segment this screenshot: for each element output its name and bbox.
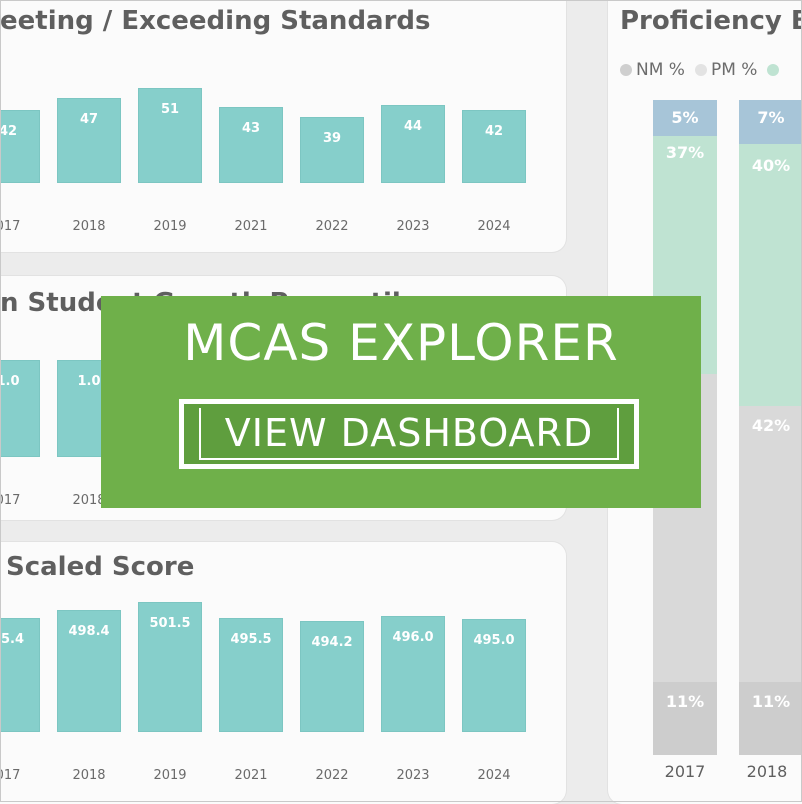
mcas-explorer-banner[interactable]: MCAS EXPLORER VIEW DASHBOARD	[101, 296, 701, 508]
bar-value-label: 501.5	[149, 616, 191, 632]
legend-item-m	[767, 64, 780, 76]
bar-value-label: 51	[160, 102, 180, 118]
segment-label-exceeding: 7%	[757, 108, 785, 127]
bar	[219, 107, 283, 183]
banner-title: MCAS EXPLORER	[183, 314, 619, 372]
proficiency-year-2017: 2017	[664, 762, 706, 781]
bar-year-label: 017	[0, 219, 21, 234]
bar	[138, 602, 202, 732]
proficiency-column-2018: 7% 40% 42% 11%	[739, 100, 802, 755]
bar	[462, 618, 526, 732]
bar-year-label: 2022	[315, 768, 349, 783]
bar-value-label: 495.5	[230, 631, 272, 647]
bar-year-label: 2021	[234, 219, 268, 234]
bar-year-label: 2018	[72, 768, 106, 783]
segment-label-partially: 42%	[751, 416, 791, 435]
segment-partially	[739, 406, 802, 682]
bar-year-label: 2018	[72, 493, 106, 508]
legend-dot-nm	[620, 64, 632, 76]
bar	[0, 617, 40, 732]
bar-year-label: 2021	[234, 768, 268, 783]
bar	[381, 616, 445, 732]
segment-label-meeting: 37%	[665, 143, 705, 162]
scaled-score-title: Scaled Score	[6, 552, 195, 582]
legend-item-pm: PM %	[694, 60, 758, 80]
proficiency-legend: NM % PM %	[620, 60, 780, 80]
bar-value-label: 39	[322, 131, 342, 146]
bar	[300, 117, 364, 183]
bar-value-label: 498.4	[68, 624, 110, 640]
bar	[219, 617, 283, 732]
bar-year-label: 2024	[477, 768, 511, 783]
legend-label-nm: NM %	[636, 60, 685, 80]
segment-exceeding	[653, 100, 717, 136]
bar-year-label: 2023	[396, 219, 430, 234]
bar-year-label: 2022	[315, 219, 349, 234]
bar-year-label: 017	[0, 493, 21, 508]
bar-value-label: 1.0	[77, 374, 101, 389]
bar-year-label: 2019	[153, 219, 187, 234]
bar	[381, 105, 445, 183]
proficiency-year-2018: 2018	[746, 762, 788, 781]
bar-year-label: 2018	[72, 219, 106, 234]
segment-label-meeting: 40%	[751, 156, 791, 175]
legend-label-pm: PM %	[710, 60, 758, 80]
segment-label-exceeding: 5%	[671, 108, 699, 127]
bar-year-label: 2023	[396, 768, 430, 783]
segment-exceeding	[739, 100, 802, 144]
legend-item-nm: NM %	[620, 60, 685, 80]
bar-value-label: 1.0	[0, 374, 20, 389]
bar-value-label: 495.0	[473, 632, 515, 648]
legend-dot-m	[767, 64, 780, 76]
segment-meeting	[739, 144, 802, 406]
bar	[138, 88, 202, 183]
bar-value-label: 42	[0, 123, 18, 139]
meeting-exceeding-title: eeting / Exceeding Standards	[0, 6, 431, 36]
bar	[0, 360, 40, 457]
view-dashboard-label: VIEW DASHBOARD	[224, 411, 594, 455]
bar	[57, 610, 121, 732]
bar-value-label: 494.2	[311, 635, 353, 650]
bar-value-label: 47	[79, 111, 99, 127]
bar	[0, 109, 40, 183]
proficiency-title: Proficiency Br	[620, 6, 802, 36]
bar-value-label: 95.4	[0, 631, 25, 647]
segment-not-meeting	[653, 682, 717, 755]
bar-year-label: 2024	[477, 219, 511, 234]
bar	[57, 97, 121, 183]
segment-not-meeting	[739, 682, 802, 755]
bar-value-label: 496.0	[392, 630, 434, 646]
bar-year-label: 2019	[153, 768, 187, 783]
segment-label-not-meeting: 11%	[665, 692, 705, 711]
bar-year-label: 017	[0, 768, 21, 783]
legend-dot-pm	[694, 64, 707, 76]
view-dashboard-button[interactable]: VIEW DASHBOARD	[179, 399, 639, 469]
bar-value-label: 43	[241, 121, 261, 137]
bar	[462, 109, 526, 183]
bar	[300, 621, 364, 732]
bar-value-label: 44	[403, 119, 423, 134]
segment-label-not-meeting: 11%	[751, 692, 791, 711]
bar-value-label: 42	[484, 123, 504, 139]
view-dashboard-button-inner	[199, 408, 619, 460]
